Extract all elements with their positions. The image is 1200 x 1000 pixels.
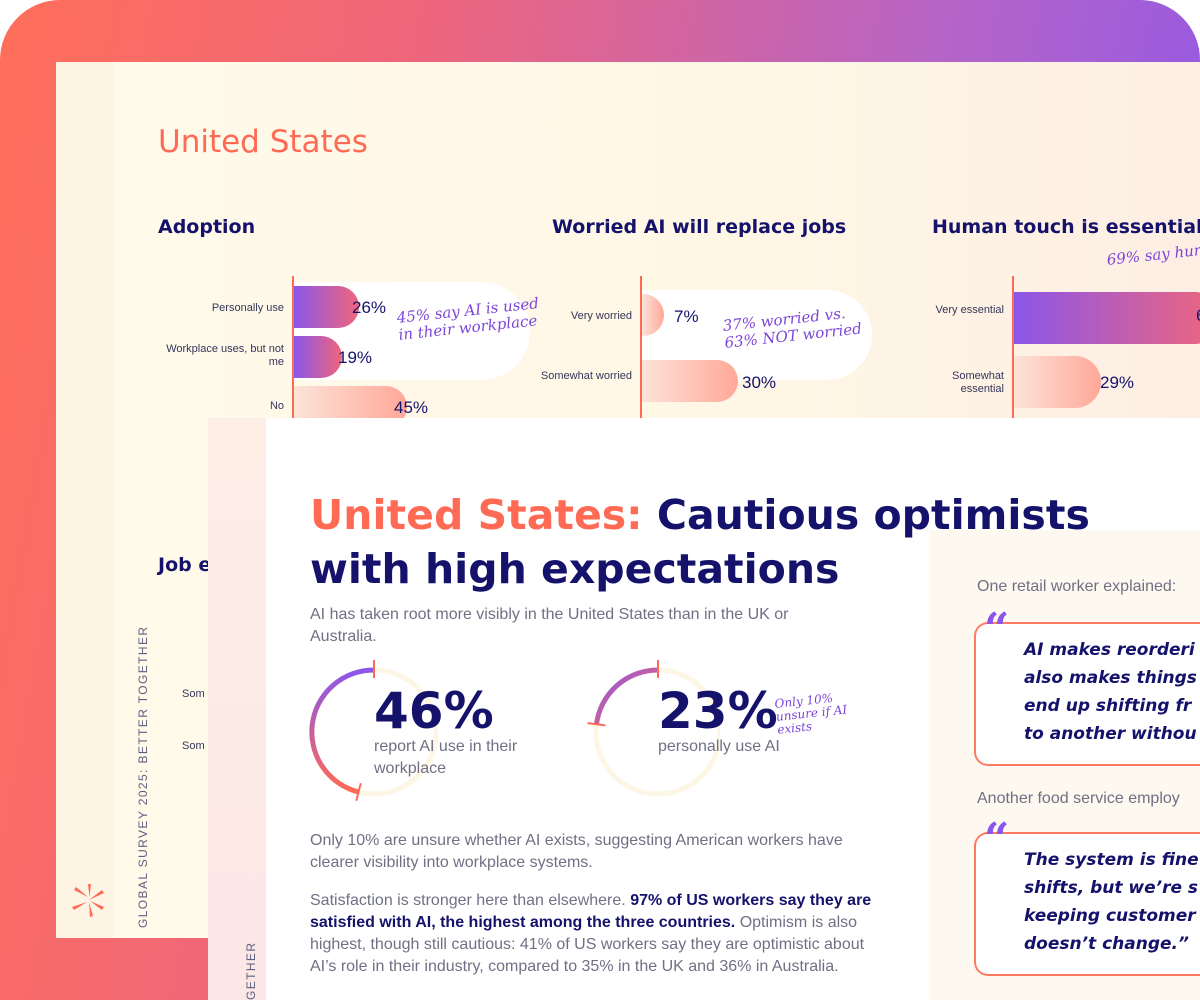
human-touch-value-0: 69: [1196, 306, 1200, 326]
adoption-bar-workplace-uses: [294, 336, 342, 378]
adoption-title: Adoption: [158, 216, 256, 238]
quote-mark-icon: “: [984, 814, 1010, 865]
job-section-title-partial: Job e: [158, 554, 212, 576]
adoption-label-2: No: [269, 400, 284, 412]
worried-bar-somewhat: [642, 360, 738, 402]
front-page-sidebar: [208, 418, 266, 1000]
stat-value-personal: 23%: [658, 682, 778, 740]
worried-value-0: 7%: [674, 307, 699, 326]
paragraph-satisfaction: Satisfaction is stronger here than elsew…: [310, 890, 880, 978]
worried-value-1: 30%: [742, 373, 777, 392]
asterisk-logo-icon: [72, 884, 104, 917]
worried-title: Worried AI will replace jobs: [552, 216, 847, 238]
quote1-line: AI makes reorderi: [1024, 640, 1195, 660]
front-page: GETHER United States: Cautious optimists…: [208, 418, 1200, 1000]
human-touch-bar-very: [1014, 292, 1200, 344]
worried-label-1: Somewhat worried: [540, 370, 632, 382]
partial-label-1: Som: [182, 740, 205, 752]
quote2-line: keeping customer: [1024, 906, 1196, 926]
human-touch-label-1: Somewhat essential: [952, 370, 1004, 395]
adoption-label-0: Personally use: [211, 302, 284, 314]
quote1-line: also makes things: [1024, 668, 1197, 688]
quote1-line: end up shifting fr: [1024, 696, 1192, 716]
worried-axis: [640, 276, 642, 426]
back-page-sidebar: [56, 62, 114, 938]
headline-highlight: United States:: [310, 491, 643, 539]
human-touch-axis: [1012, 276, 1014, 426]
stat-ring-arc-workplace: [309, 667, 375, 795]
human-touch-label-0: Very essential: [935, 304, 1004, 316]
satisfaction-plain-end: Optimism is also highest, though still c…: [310, 914, 865, 975]
human-touch-title: Human touch is essential: [932, 216, 1200, 238]
intro-text: AI has taken root more visibly in the Un…: [310, 606, 789, 645]
quote-mark-icon: “: [984, 604, 1010, 655]
adoption-axis: [292, 276, 294, 426]
paragraph-visibility: Only 10% are unsure whether AI exists, s…: [310, 832, 843, 871]
human-touch-value-1: 29%: [1100, 373, 1135, 392]
human-touch-note: 69% say hum is very essent: [1105, 229, 1200, 269]
quote2-line: doesn’t change.”: [1024, 934, 1189, 954]
stat-ring-workplace: [309, 660, 438, 802]
quote1-line: to another withou: [1024, 724, 1197, 744]
quote2-intro: Another food service employ: [977, 790, 1180, 807]
partial-label-0: Som: [182, 688, 205, 700]
adoption-value-1: 19%: [338, 348, 373, 367]
back-page-title: United States: [158, 124, 368, 160]
stat-text-personal: personally use AI: [658, 738, 780, 755]
quote2-line: shifts, but we’re s: [1024, 878, 1199, 898]
satisfaction-plain-start: Satisfaction is stronger here than elsew…: [310, 892, 626, 909]
quote2-box: [974, 832, 1200, 976]
adoption-value-2: 45%: [394, 398, 429, 417]
human-touch-bar-somewhat: [1014, 356, 1101, 408]
adoption-label-1: Workplace uses, but not me: [166, 343, 284, 368]
worried-bar-very: [642, 294, 664, 336]
stat-ring-personal: [587, 660, 720, 797]
stat-text-workplace: report AI use in their workplace: [374, 738, 518, 777]
quote1-box: [974, 622, 1200, 766]
quote2-text: The system is fine shifts, but we’re s k…: [1024, 846, 1199, 958]
stat-note-personal: Only 10% unsure if AI exists: [773, 690, 848, 737]
worried-label-0: Very worried: [570, 310, 632, 322]
stat-value-workplace: 46%: [374, 682, 494, 740]
back-page-vertical-label: GLOBAL SURVEY 2025: BETTER TOGETHER: [136, 625, 150, 928]
adoption-value-0: 26%: [352, 298, 387, 317]
satisfaction-bold: 97% of US workers say they are satisfied…: [310, 892, 872, 931]
quote1-text: AI makes reorderi also makes things end …: [1024, 636, 1197, 748]
quote2-line: The system is fine: [1024, 850, 1199, 870]
adoption-bar-personally-use: [294, 286, 359, 328]
front-page-vertical-label: GETHER: [244, 941, 258, 1000]
stat-ring-arc-personal: [594, 667, 659, 725]
quote1-intro: One retail worker explained:: [977, 578, 1177, 595]
